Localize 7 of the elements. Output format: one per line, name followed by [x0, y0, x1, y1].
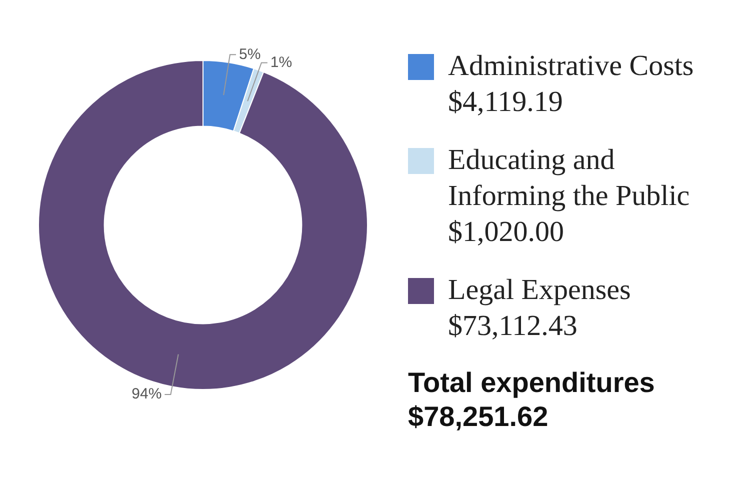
legend-label: Legal Expenses $73,112.43 [448, 273, 631, 344]
data-label: 5% [238, 46, 261, 63]
legend-label: Educating and Informing the Public $1,020.00 [448, 143, 691, 250]
data-label: 1% [270, 54, 292, 71]
legend-label: Administrative Costs $4,119.19 [448, 49, 694, 120]
text: Total expenditures $78,251.62 [408, 366, 656, 434]
data-label: 94% [132, 386, 162, 403]
